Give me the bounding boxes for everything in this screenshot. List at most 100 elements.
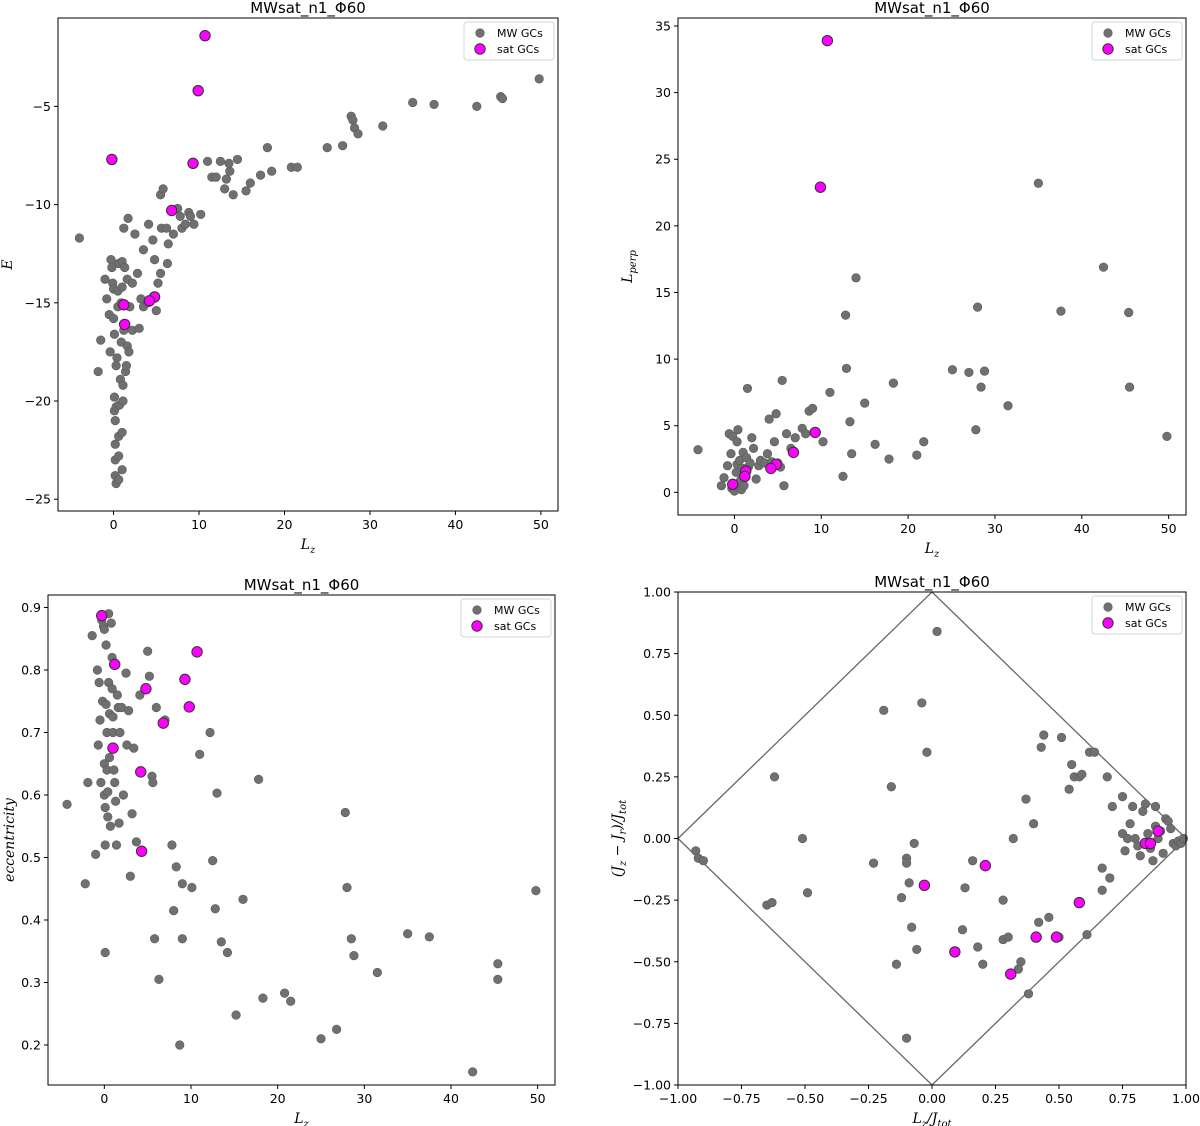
mw-gc-point — [1122, 833, 1133, 844]
mw-gc-point — [132, 268, 143, 278]
mw-gc-point — [1135, 851, 1145, 861]
x-axis-label-4: Lz/Jtot — [912, 1111, 953, 1126]
mw-gc-point — [241, 186, 251, 196]
mw-gc-point — [202, 156, 213, 166]
mw-gc-point — [838, 471, 848, 481]
mw-gc-point — [777, 375, 787, 386]
mw-gc-point — [762, 449, 773, 459]
sat-gc-point — [179, 673, 191, 686]
mw-gc-point — [751, 474, 761, 484]
mw-gc-point — [115, 727, 125, 738]
mw-gc-point — [175, 211, 185, 221]
legend-sat-marker — [471, 620, 483, 632]
x-tick-label: 10 — [191, 517, 207, 532]
mw-gc-point — [238, 894, 248, 904]
y-tick-label: 0.2 — [21, 1038, 41, 1053]
mw-gc-point — [151, 306, 161, 316]
y-tick-label: 0.25 — [643, 769, 671, 784]
legend-3: MW GCs sat GCs — [460, 598, 552, 638]
mw-gc-point — [105, 821, 115, 831]
mw-gc-point — [111, 840, 122, 850]
mw-gc-point — [74, 233, 84, 243]
mw-gc-point — [870, 439, 880, 449]
mw-gc-point — [169, 906, 179, 916]
mw-gc-point — [807, 403, 818, 414]
mw-gc-point — [745, 458, 755, 468]
mw-gc-point — [771, 409, 781, 419]
mw-gc-point — [719, 473, 729, 483]
mw-gc-point — [163, 239, 173, 249]
sat-gc-point — [118, 318, 131, 331]
mw-gc-point — [860, 398, 870, 408]
x-tick-label: −0.25 — [849, 1091, 887, 1106]
mw-gc-point — [693, 445, 703, 455]
mw-gc-point — [118, 380, 128, 390]
mw-gc-point — [112, 690, 122, 700]
mw-gc-point — [108, 313, 119, 324]
legend-box — [460, 598, 552, 638]
mw-gc-point — [127, 278, 137, 288]
mw-gc-point — [1125, 819, 1135, 829]
mw-gc-point — [208, 856, 218, 866]
mw-gc-point — [802, 888, 813, 898]
panel-1: 0 10 20 30 40 50 −25 −20 −15 −10 −5 MWsat_n1_Φ60 Lz E… — [0, 0, 559, 556]
mw-gc-point — [121, 361, 131, 371]
mw-gc-point — [114, 474, 124, 485]
mw-gc-point — [764, 414, 774, 424]
mw-gc-point — [99, 624, 109, 634]
mw-gc-point — [781, 429, 792, 439]
mw-gc-point — [342, 882, 352, 893]
x-tick-label: 10 — [183, 1091, 199, 1106]
sat-gc-point — [1144, 837, 1157, 850]
x-tick-label: 50 — [530, 1091, 546, 1106]
mw-gc-point — [353, 129, 363, 139]
mw-gc-point — [162, 258, 173, 269]
mw-gc-point — [978, 959, 988, 969]
mw-gc-point — [118, 396, 128, 406]
mw-gc-point — [154, 974, 164, 984]
mw-gc-point — [111, 361, 121, 371]
mw-gc-point — [847, 449, 857, 459]
mw-gc-point — [779, 481, 789, 491]
mw-gc-point — [922, 747, 932, 757]
mw-gc-point — [177, 934, 187, 944]
sat-gc-point — [143, 295, 156, 307]
mw-gc-point — [891, 959, 902, 969]
mw-gc-point — [62, 799, 72, 809]
sat-gc-point — [135, 766, 147, 778]
x-tick-label: 40 — [443, 1091, 459, 1106]
legend-sat-marker — [474, 43, 486, 55]
legend-sat-marker — [1102, 43, 1114, 55]
mw-gc-point — [332, 1024, 342, 1034]
mw-gc-point — [215, 156, 225, 166]
mw-gc-point — [168, 229, 178, 239]
mw-gc-point — [129, 743, 139, 753]
y-axis-label-2: Lperp — [620, 250, 639, 284]
x-tick-label: 30 — [987, 521, 1003, 536]
mw-gc-point — [531, 886, 541, 896]
chart-title-1: MWsat_n1_Φ60 — [250, 0, 366, 18]
mw-gc-point — [103, 787, 113, 797]
mw-gc-point — [493, 959, 503, 969]
mw-gc-point — [932, 626, 942, 637]
y-tick-label: 0.3 — [21, 975, 41, 990]
mw-gc-point — [767, 897, 777, 908]
mw-gc-point — [1067, 759, 1077, 770]
mw-gc-point — [100, 840, 110, 850]
mw-gc-point — [429, 99, 439, 110]
legend-1: MW GCs sat GCs — [463, 21, 555, 61]
mw-gc-point — [1097, 863, 1107, 873]
mw-gc-point — [1003, 932, 1013, 942]
mw-gc-point — [979, 366, 990, 376]
x-tick-label: 40 — [447, 517, 463, 532]
mw-gc-point — [114, 451, 124, 461]
y-tick-label: 0.75 — [643, 646, 671, 661]
mw-gc-point — [917, 698, 927, 708]
x-tick-label: 0 — [730, 521, 738, 536]
mw-gc-point — [210, 904, 220, 914]
mw-gc-point — [286, 996, 296, 1006]
mw-gc-point — [100, 802, 110, 813]
y-tick-label: 30 — [655, 85, 671, 100]
sat-gc-point — [1073, 896, 1086, 909]
sat-gc-point — [135, 845, 148, 857]
